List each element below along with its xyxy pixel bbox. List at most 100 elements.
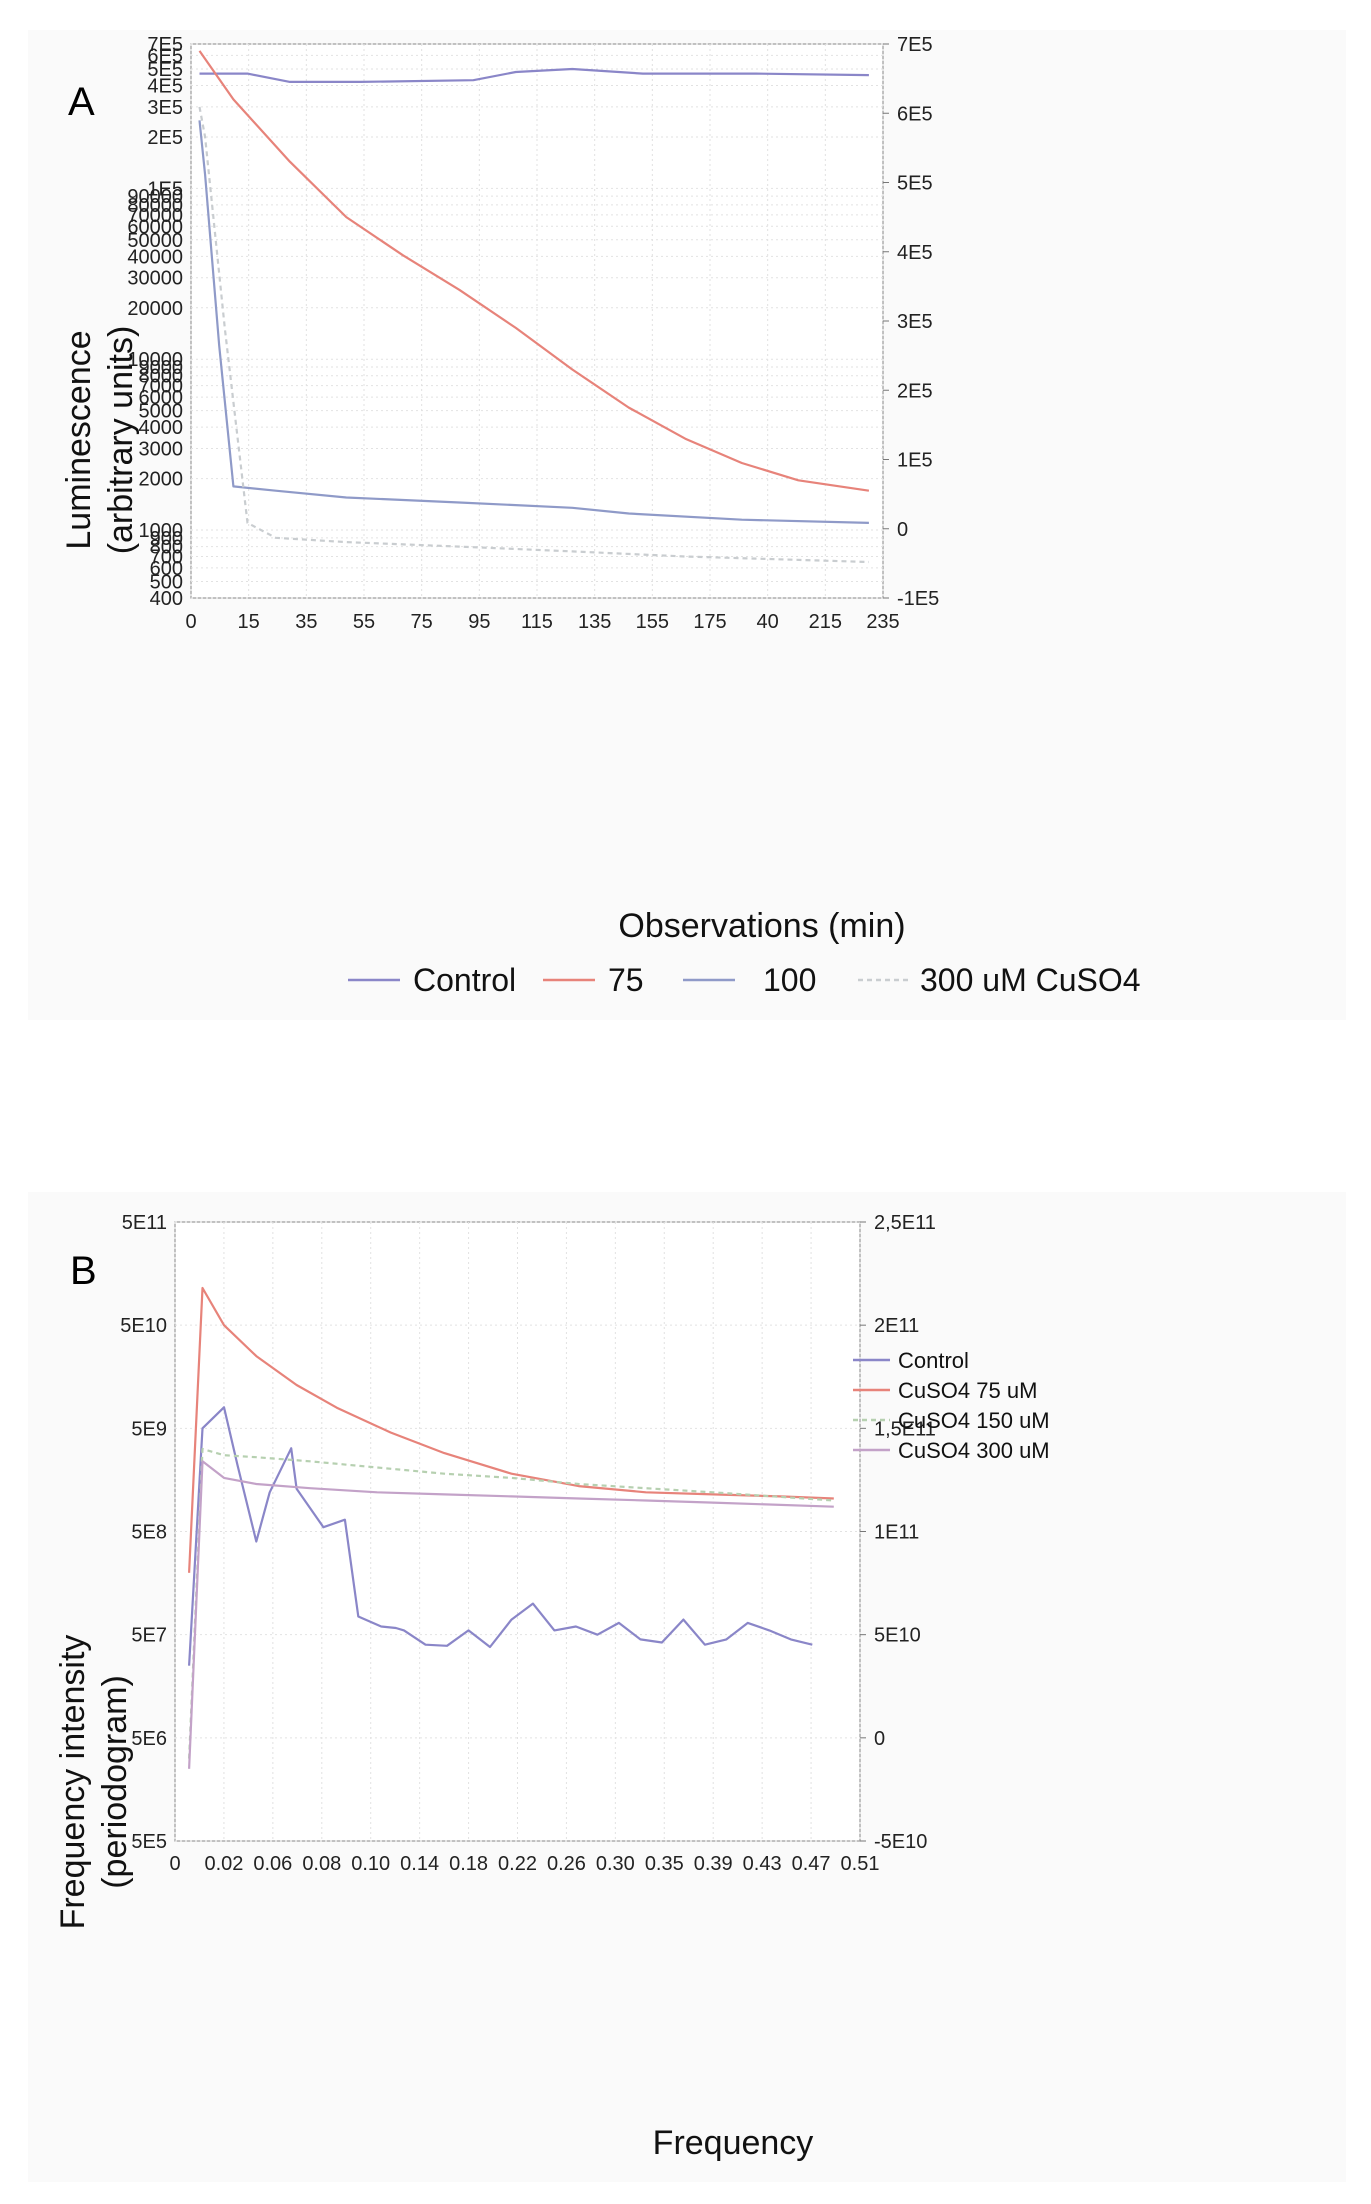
y-left-tick-label: 5E10: [120, 1315, 167, 1337]
y-left-tick-label: 40000: [127, 246, 183, 268]
x-tick-label: 175: [693, 611, 726, 633]
y-left-tick-label: 5E5: [131, 1831, 167, 1853]
y-right-tick-label: 2E11: [874, 1315, 919, 1337]
y-left-tick-label: 600: [150, 558, 183, 580]
x-tick-label: 0: [185, 611, 196, 633]
y-left-tick-label: 7000: [139, 376, 184, 398]
y-left-tick-label: 5E5: [147, 59, 183, 81]
x-axis-title: Frequency: [653, 2124, 814, 2162]
series-line-control: [199, 67, 869, 84]
y-left-tick-label: 700: [150, 546, 183, 568]
x-tick-label: 155: [636, 611, 669, 633]
y-axis-title-line1: Frequency intensity: [54, 1635, 92, 1930]
y-left-tick-label: 80000: [127, 195, 183, 217]
panel-label: A: [68, 80, 95, 124]
y-left-tick-label: 50000: [127, 230, 183, 252]
y-left-tick-label: 3E5: [147, 97, 183, 119]
y-left-tick-label: 2E5: [147, 127, 183, 149]
series-line-100: [198, 120, 869, 524]
x-tick-label: 35: [295, 611, 317, 633]
x-tick-label: 0.22: [498, 1853, 537, 1875]
chart-b-svg: 0 0.02 0.06 0.08 0.10 0.14 0.18 0.22 0.26 0.30 0.3…: [54, 1212, 1050, 2162]
x-tick-label: 0: [169, 1853, 180, 1875]
y-left-tick-label: 2000: [139, 469, 184, 491]
y-right-tick-label: 5E5: [897, 173, 933, 195]
y-left-tick-label: 900: [150, 528, 183, 550]
legend-label-control: Control: [898, 1348, 969, 1373]
series-line-300-um-cuso4: [198, 106, 869, 564]
y-left-tick-label: 5E6: [131, 1728, 167, 1750]
y-axis-title-line2: (periodogram): [96, 1675, 134, 1889]
y-right-tick-label: -1E5: [897, 588, 939, 610]
y-right-tick-label: 7E5: [897, 34, 933, 56]
x-axis-title: Observations (min): [618, 907, 905, 945]
y-left-tick-label: 8000: [139, 366, 184, 388]
legend-label-150: CuSO4 150 uM: [898, 1408, 1050, 1433]
y-right-tick-label: 1E5: [897, 450, 933, 472]
y-left-tick-label: 60000: [127, 216, 183, 238]
y-axis-title-line1: Luminescence: [60, 330, 98, 549]
y-right-tick-label: 5E10: [874, 1625, 921, 1647]
x-tick-label: 0.47: [792, 1853, 831, 1875]
y-right-tick-label: 4E5: [897, 242, 933, 264]
chart-panel-a: 0 15 35 55 75 95 115 135 155 175 40 215 235 7E5 6E5 5E5…: [28, 30, 1346, 1020]
y-left-tick-label: 6000: [139, 387, 184, 409]
x-tick-label: 0.26: [547, 1853, 586, 1875]
x-tick-label: 115: [521, 611, 553, 633]
y-left-tick-label: 90000: [127, 186, 183, 208]
legend: Control 75 100 300 uM CuSO4: [348, 962, 1141, 998]
y-left-tick-label: 1000: [139, 520, 184, 542]
x-tick-label: 0.18: [449, 1853, 488, 1875]
x-tick-label: 135: [578, 611, 611, 633]
x-tick-label: 0.39: [694, 1853, 733, 1875]
y-right-tick-label: 1,5E11: [874, 1418, 936, 1440]
x-tick-label: 40: [757, 611, 779, 633]
legend-label-75: 75: [608, 962, 644, 998]
x-tick-label: 55: [353, 611, 375, 633]
x-tick-label: 0.06: [253, 1853, 292, 1875]
y-right-tick-label: 6E5: [897, 103, 933, 125]
x-tick-label: 95: [468, 611, 490, 633]
x-tick-label: 0.51: [841, 1853, 880, 1875]
y-right-tick-label: 1E11: [874, 1522, 919, 1544]
y-left-tick-label: 5000: [139, 401, 184, 423]
y-left-tick-label: 70000: [127, 205, 183, 227]
series-line-cuso4-150-um: [188, 1447, 834, 1759]
y-left-tick-label: 10000: [127, 349, 183, 371]
y-left-tick-label: 800: [150, 537, 183, 559]
y-left-tick-label: 20000: [127, 298, 183, 320]
y-left-tick-label: 3000: [139, 439, 184, 461]
legend-label-100: 100: [763, 962, 816, 998]
x-tick-label: 0.02: [204, 1853, 243, 1875]
x-tick-label: 215: [809, 611, 842, 633]
legend-label-300: 300 uM CuSO4: [920, 962, 1141, 998]
y-left-tick-label: 1E5: [147, 178, 183, 200]
x-tick-label: 75: [411, 611, 433, 633]
y-left-tick-label: 5E9: [131, 1418, 167, 1440]
y-left-tick-label: 500: [150, 571, 183, 593]
legend: Control CuSO4 75 uM CuSO4 150 uM CuSO4 3…: [853, 1348, 1050, 1463]
chart-panel-b: 0 0.02 0.06 0.08 0.10 0.14 0.18 0.22 0.26 0.30 0.3…: [28, 1192, 1346, 2182]
y-left-tick-label: 5E8: [131, 1522, 167, 1544]
y-left-tick-label: 4E5: [147, 76, 183, 98]
y-left-tick-label: 6E5: [147, 45, 183, 67]
y-axis-title-line2: (arbitrary units): [102, 326, 140, 555]
legend-label-75: CuSO4 75 uM: [898, 1378, 1037, 1403]
series-line-cuso4-75-um: [188, 1286, 834, 1573]
series-line-cuso4-300-um: [188, 1460, 834, 1769]
panel-label: B: [70, 1249, 97, 1293]
y-right-tick-label: -5E10: [874, 1831, 927, 1853]
series-line-control: [188, 1406, 813, 1666]
x-tick-label: 0.14: [400, 1853, 439, 1875]
y-right-tick-label: 0: [897, 519, 908, 541]
y-left-tick-label: 7E5: [147, 34, 183, 56]
x-tick-label: 0.43: [743, 1853, 782, 1875]
x-tick-label: 235: [866, 611, 899, 633]
x-tick-label: 0.30: [596, 1853, 635, 1875]
y-right-tick-label: 0: [874, 1728, 885, 1750]
x-tick-label: 0.10: [351, 1853, 390, 1875]
series-line-75: [198, 50, 870, 492]
legend-label-300: CuSO4 300 uM: [898, 1438, 1050, 1463]
y-left-tick-label: 30000: [127, 268, 183, 290]
x-tick-label: 15: [238, 611, 260, 633]
